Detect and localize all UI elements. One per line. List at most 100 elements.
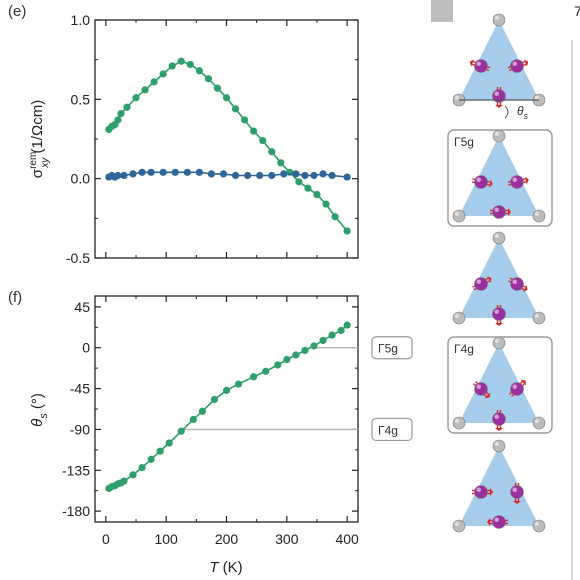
spin-panel-caption: Γ4g: [454, 342, 474, 356]
spin-panel-theta: θs: [452, 13, 546, 121]
spin-arrow-head: [522, 285, 528, 292]
spin-arrow-head: [525, 176, 529, 185]
phase-tag-box: [371, 336, 413, 360]
panel-label-e: (e): [8, 3, 26, 20]
spin-panel-caption: Γ5g: [454, 135, 474, 149]
data-point: [171, 168, 179, 176]
data-point: [250, 373, 258, 381]
mn-atom: [474, 485, 488, 499]
kagome-triangle: [459, 446, 539, 526]
corner-atom: [492, 13, 506, 27]
data-point: [114, 116, 122, 124]
mn-atom-shine: [476, 177, 481, 183]
spin-arrow-head: [490, 488, 493, 496]
corner-atom-shine: [494, 441, 499, 446]
mn-atom: [492, 515, 506, 529]
corner-atom: [532, 311, 546, 325]
corner-grey-box: [431, 0, 453, 22]
data-point: [328, 171, 336, 180]
phase-tag-box: [371, 417, 413, 442]
data-point: [198, 407, 206, 415]
mn-atom: [474, 59, 488, 73]
y-tick-label: -90: [70, 421, 90, 437]
mn-atom: [474, 277, 488, 291]
spin-arrow-head: [508, 208, 511, 216]
mn-atom: [474, 175, 488, 189]
corner-atom: [492, 336, 506, 350]
data-point: [219, 170, 228, 178]
data-point: [256, 171, 264, 180]
data-point: [274, 361, 282, 369]
y-tick-label: -0.5: [66, 250, 90, 266]
mn-atom-shine: [494, 517, 499, 522]
angle-arc: [504, 105, 509, 119]
data-point: [132, 94, 140, 102]
data-point: [177, 57, 185, 65]
data-point: [231, 171, 240, 180]
spin-arrow-head: [489, 179, 493, 188]
data-point: [234, 380, 243, 388]
mn-atom: [510, 382, 524, 396]
data-point: [207, 170, 216, 178]
y-tick-label: 1.0: [71, 12, 91, 28]
y-tick-label: 45: [74, 299, 90, 315]
phase-tag-label: Γ4g: [378, 423, 398, 437]
mn-atom-shine: [494, 309, 499, 314]
plot-f: 45 0 -45 -90 -135 -180 0 100 200 300 400 Γ4g Γ5g (f) θ…: [8, 289, 413, 576]
kagome-triangle: [459, 343, 539, 423]
data-point: [343, 227, 351, 235]
plot-frame: [94, 19, 359, 259]
spin-column: 7 θs Γ5g Γ4g: [431, 0, 580, 580]
data-point: [292, 170, 300, 178]
mn-atom-shine: [512, 61, 517, 66]
data-point: [328, 331, 336, 339]
data-point: [244, 171, 252, 180]
data-point: [189, 415, 197, 424]
mn-atom: [474, 382, 488, 396]
data-point: [250, 127, 258, 135]
spin-arrow-head: [520, 379, 527, 386]
data-point: [319, 170, 327, 178]
data-point: [210, 395, 219, 404]
kagome-triangle: [459, 20, 539, 100]
x-tick-label: 100: [154, 531, 178, 547]
kagome-triangle: [459, 238, 539, 318]
data-point: [183, 168, 191, 176]
spin-panel-bottom: [452, 439, 546, 533]
spin-arrow-head: [495, 105, 503, 108]
data-point: [310, 171, 318, 180]
data-point: [120, 171, 128, 180]
data-point: [141, 86, 149, 94]
mn-atom-shine: [476, 487, 481, 492]
corner-atom: [452, 519, 466, 533]
x-tick-label: 400: [335, 531, 359, 547]
corner-atom: [452, 311, 466, 325]
y-axis-title-f: θs (°): [29, 393, 50, 427]
corner-atom: [452, 416, 466, 430]
mn-atom-shine: [512, 177, 517, 183]
spin-arrow-head: [513, 501, 521, 504]
x-axis-title-f: T (K): [209, 559, 242, 576]
spin-arrow-head: [486, 276, 492, 283]
data-point: [195, 168, 203, 176]
mn-atom-shine: [476, 384, 481, 389]
data-point: [259, 136, 267, 145]
mn-atom-shine: [512, 279, 517, 284]
data-point: [301, 171, 309, 180]
data-point: [277, 159, 285, 167]
mn-atom-shine: [494, 414, 499, 419]
x-tick-label: 0: [102, 531, 110, 547]
corner-atom: [532, 416, 546, 430]
data-point: [186, 60, 194, 69]
data-point: [129, 170, 137, 178]
data-point: [268, 171, 276, 180]
data-point: [292, 351, 300, 359]
plot-e: 1.0 0.5 0.0 -0.5 (e) σremxy (1/Ωcm): [8, 3, 359, 266]
data-point: [313, 190, 321, 199]
corner-glyph: 7: [574, 3, 580, 19]
mn-atom: [492, 307, 506, 321]
data-point: [213, 84, 222, 92]
spin-arrow-head: [524, 59, 529, 67]
data-point: [343, 173, 351, 181]
mn-atom: [510, 59, 524, 73]
